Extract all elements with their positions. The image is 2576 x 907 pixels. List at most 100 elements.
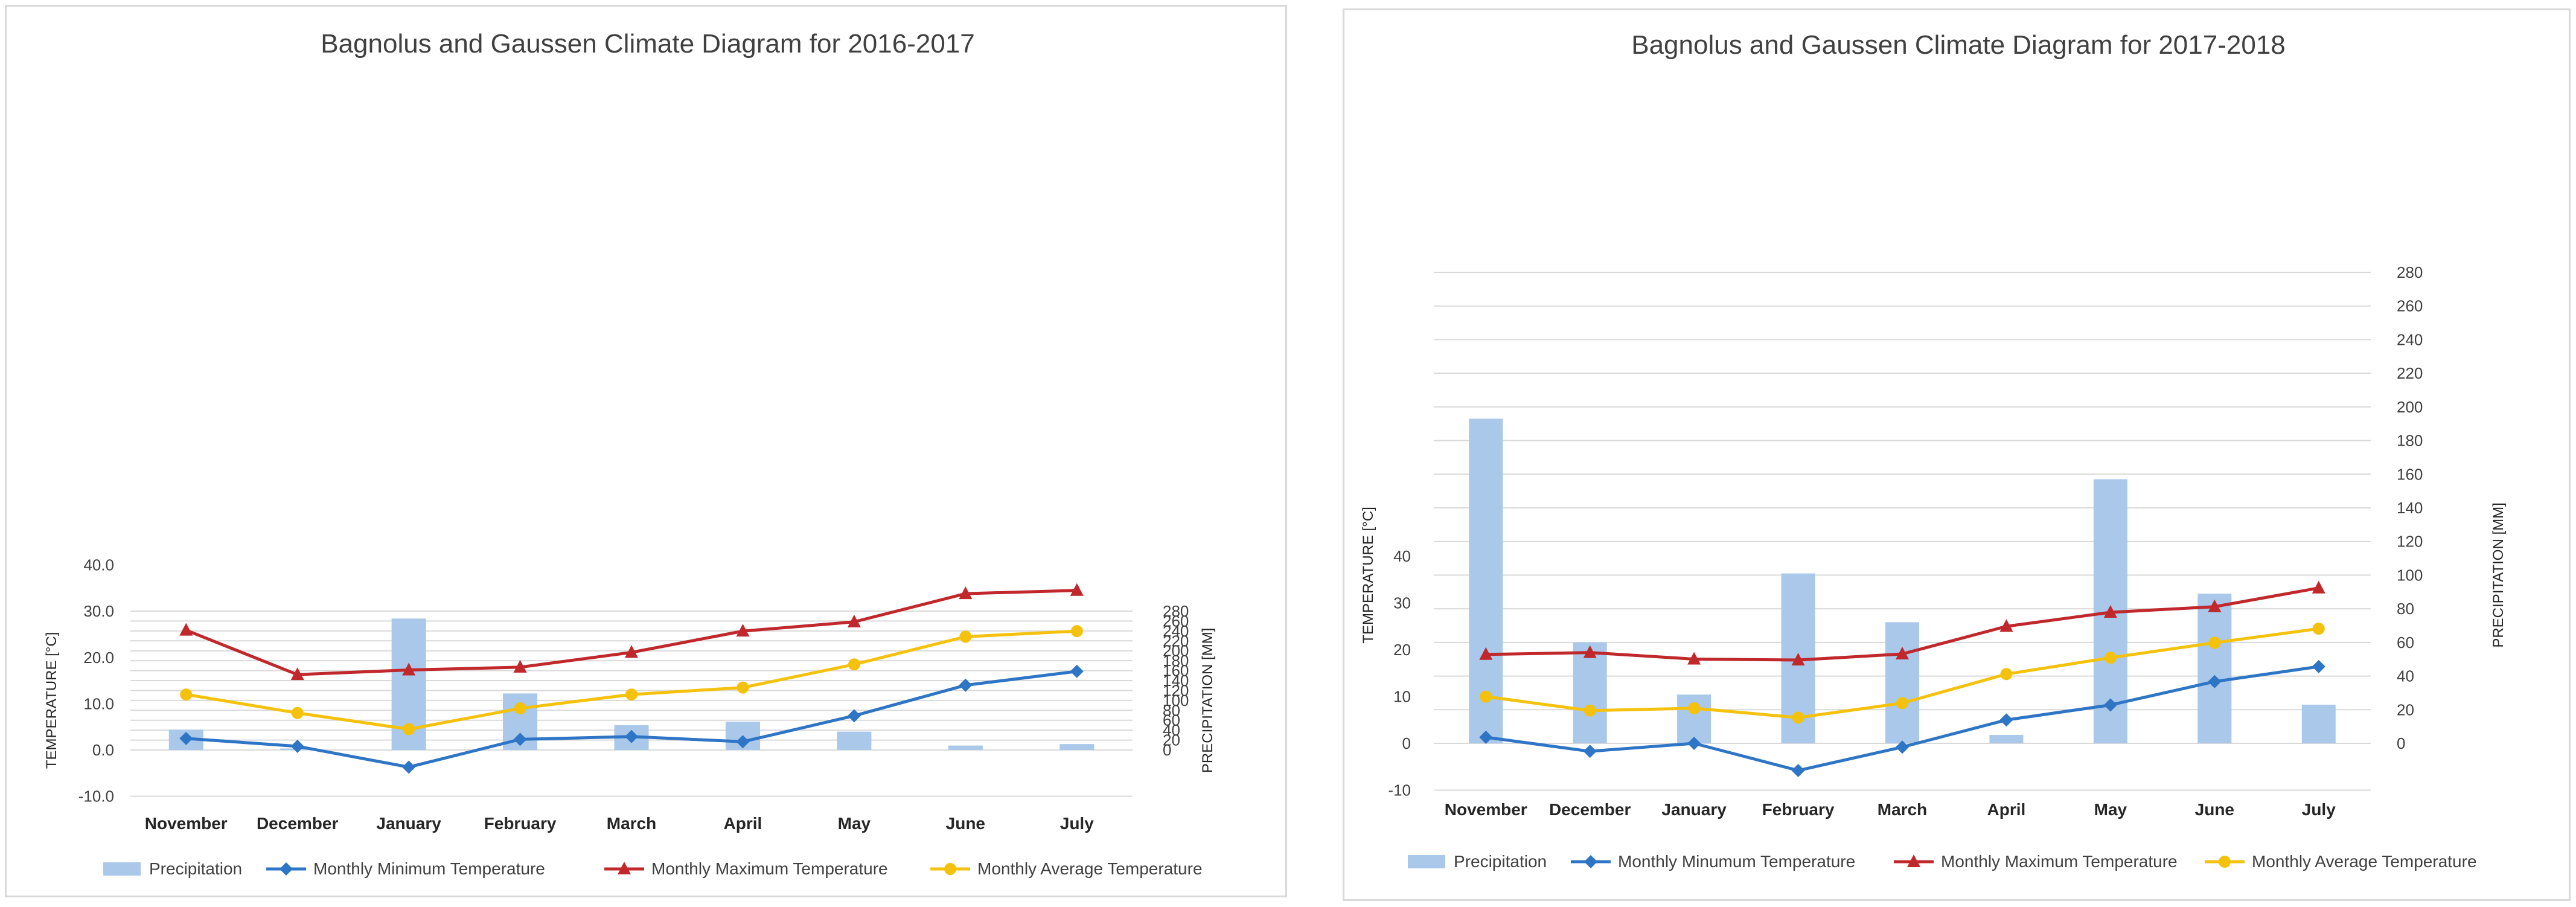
right-tick-label: 180 bbox=[2397, 432, 2423, 450]
category-label: December bbox=[257, 814, 339, 833]
right-tick-label: 160 bbox=[1163, 662, 1189, 680]
category-label: January bbox=[1661, 800, 1727, 819]
max-temp-point bbox=[1999, 619, 2013, 632]
left-tick-label: 40.0 bbox=[83, 556, 114, 574]
legend-swatch-precipitation bbox=[1408, 855, 1445, 868]
max-temp-point bbox=[847, 614, 861, 627]
right-tick-label: 280 bbox=[1163, 602, 1189, 620]
right-tick-label: 280 bbox=[2397, 263, 2423, 281]
min-temp-line bbox=[186, 670, 1078, 769]
avg-temp-point bbox=[180, 688, 193, 701]
category-label: July bbox=[2302, 800, 2336, 819]
legend-marker-max-temp bbox=[618, 862, 631, 874]
right-tick-label: 40 bbox=[2397, 667, 2414, 685]
max-temp-point bbox=[959, 586, 973, 600]
avg-temp-point bbox=[2000, 668, 2013, 681]
min-temp-point bbox=[513, 732, 527, 746]
legend-label-precipitation: Precipitation bbox=[1454, 852, 1547, 871]
avg-temp-point bbox=[1584, 704, 1596, 717]
right-tick-label: 60 bbox=[2397, 633, 2414, 652]
avg-temp-point bbox=[737, 681, 749, 694]
right-tick-label: 240 bbox=[1163, 622, 1189, 640]
right-tick-label: 120 bbox=[2397, 533, 2423, 551]
min-temp-point bbox=[1999, 713, 2013, 727]
min-temp-point bbox=[1479, 730, 1493, 744]
min-temp-point bbox=[1687, 737, 1701, 750]
right-tick-label: 140 bbox=[2397, 499, 2423, 517]
left-tick-label: 20.0 bbox=[83, 649, 114, 667]
precipitation-bar bbox=[1469, 418, 1503, 743]
right-tick-label: 40 bbox=[1163, 721, 1180, 739]
min-temp-point bbox=[2208, 675, 2222, 688]
legend-marker-min-temp bbox=[1584, 855, 1597, 868]
min-temp-point bbox=[290, 739, 304, 753]
max-temp-point bbox=[1583, 645, 1597, 658]
precipitation-bar bbox=[1573, 642, 1607, 743]
climate-chart-2016-2017: Bagnolus and Gaussen Climate Diagram for… bbox=[5, 5, 1287, 897]
right-tick-label: 260 bbox=[1163, 612, 1189, 630]
avg-temp-point bbox=[959, 630, 972, 643]
y-axis-label: TEMPERATURE [°C] bbox=[1360, 507, 1376, 643]
max-temp-point bbox=[1070, 583, 1084, 596]
left-tick-label: 30.0 bbox=[83, 602, 114, 620]
right-tick-label: 20 bbox=[1163, 731, 1180, 749]
max-temp-point bbox=[1791, 653, 1805, 666]
right-tick-label: 20 bbox=[2397, 700, 2414, 719]
avg-temp-point bbox=[625, 688, 638, 701]
left-tick-label: 20 bbox=[1393, 641, 1411, 659]
avg-temp-point bbox=[2208, 636, 2221, 649]
max-temp-point bbox=[2103, 605, 2117, 618]
min-temp-point bbox=[2312, 659, 2325, 673]
category-label: June bbox=[946, 814, 985, 833]
category-label: February bbox=[1762, 800, 1835, 819]
avg-temp-point bbox=[2104, 652, 2117, 664]
avg-temp-point bbox=[291, 707, 304, 719]
avg-temp-point bbox=[1688, 702, 1701, 714]
chart-title: Bagnolus and Gaussen Climate Diagram for… bbox=[321, 29, 975, 59]
right-tick-label: 240 bbox=[2397, 330, 2423, 348]
min-temp-point bbox=[959, 678, 973, 692]
category-label: March bbox=[607, 814, 656, 833]
avg-temp-point bbox=[1792, 711, 1804, 724]
min-temp-point bbox=[1791, 763, 1805, 777]
max-temp-line bbox=[185, 589, 1077, 676]
precipitation-bar bbox=[2197, 594, 2232, 743]
legend-marker-avg-temp bbox=[944, 863, 956, 875]
y-axis-label: TEMPERATURE [°C] bbox=[43, 632, 60, 769]
left-tick-label: 40 bbox=[1393, 547, 1411, 565]
legend-label-avg-temp: Monthly Average Temperature bbox=[977, 859, 1203, 878]
category-label: May bbox=[838, 814, 871, 833]
category-label: July bbox=[1060, 814, 1094, 833]
category-label: January bbox=[376, 814, 441, 833]
min-temp-point bbox=[736, 735, 750, 749]
min-temp-point bbox=[1583, 745, 1597, 758]
precipitation-bar bbox=[1677, 694, 1711, 743]
legend-label-max-temp: Monthly Maximum Temperature bbox=[651, 859, 888, 878]
left-tick-label: 0.0 bbox=[92, 741, 114, 759]
category-label: March bbox=[1878, 800, 1927, 819]
precipitation-bar bbox=[1059, 744, 1095, 750]
chart-canvas: Bagnolus and Gaussen Climate Diagram for… bbox=[1360, 30, 2507, 871]
avg-temp-point bbox=[1070, 625, 1083, 638]
legend-label-max-temp: Monthly Maximum Temperature bbox=[1941, 852, 2178, 871]
category-label: November bbox=[145, 814, 228, 833]
min-temp-point bbox=[179, 731, 193, 745]
avg-temp-point bbox=[1480, 690, 1492, 703]
legend-marker-avg-temp bbox=[2219, 856, 2231, 868]
category-label: February bbox=[484, 814, 557, 833]
max-temp-point bbox=[179, 623, 193, 636]
category-label: May bbox=[2094, 800, 2127, 819]
max-temp-point bbox=[1896, 646, 1909, 659]
precipitation-bar bbox=[837, 731, 872, 750]
climate-chart-2017-2018: Bagnolus and Gaussen Climate Diagram for… bbox=[1343, 8, 2571, 901]
left-tick-label: -10.0 bbox=[78, 787, 114, 806]
right-tick-label: 120 bbox=[1163, 681, 1189, 699]
legend-swatch-precipitation bbox=[103, 862, 141, 876]
min-temp-point bbox=[1070, 664, 1084, 678]
right-tick-label: 220 bbox=[1163, 632, 1189, 650]
category-label: April bbox=[1987, 800, 2026, 819]
avg-temp-point bbox=[1896, 697, 1908, 710]
legend-label-min-temp: Monthly Minumum Temperature bbox=[1618, 852, 1855, 871]
chart-canvas: Bagnolus and Gaussen Climate Diagram for… bbox=[43, 29, 1216, 878]
legend-marker-max-temp bbox=[1907, 854, 1920, 867]
